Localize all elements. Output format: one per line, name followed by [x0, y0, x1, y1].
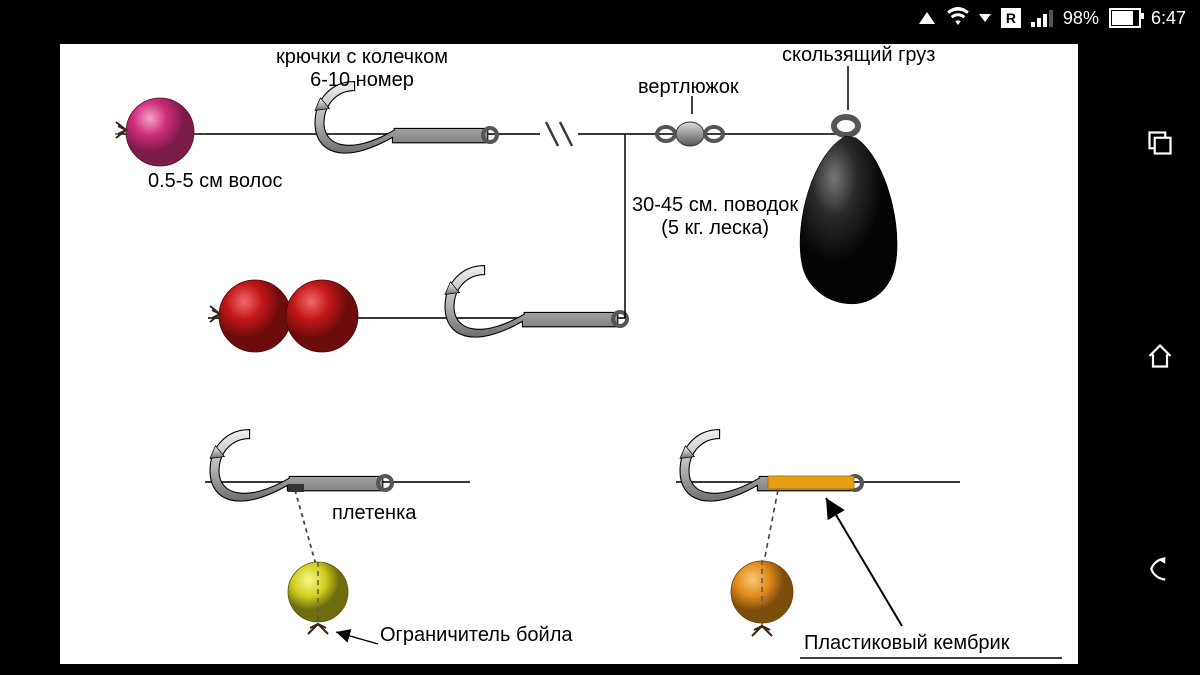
label-stopper: Ограничитель бойла	[380, 624, 573, 647]
dropdown-icon	[979, 14, 991, 22]
sliding-weight	[800, 136, 897, 304]
label-hook: крючки с колечком 6-10 номер	[276, 46, 448, 92]
roaming-badge: R	[1001, 8, 1021, 28]
home-icon[interactable]	[1146, 342, 1174, 370]
cambric	[768, 476, 854, 489]
boilie-pink	[126, 98, 194, 166]
battery-percent: 98%	[1063, 8, 1099, 29]
boilie-red-1	[219, 280, 291, 352]
label-weight: скользящий груз	[782, 44, 935, 67]
boilie-red-2	[286, 280, 358, 352]
battery-icon	[1109, 8, 1141, 28]
label-braid: плетенка	[332, 502, 416, 525]
label-cambric: Пластиковый кембрик	[804, 632, 1009, 655]
label-leader: 30-45 см. поводок (5 кг. леска)	[632, 194, 798, 240]
label-hair: 0.5-5 см волос	[148, 170, 283, 193]
recents-icon[interactable]	[1146, 129, 1174, 157]
label-swivel: вертлюжок	[638, 76, 739, 99]
wifi-icon	[947, 7, 969, 30]
rig-diagram	[60, 44, 1078, 664]
clock: 6:47	[1151, 8, 1186, 29]
device-screen: R 98% 6:47	[0, 0, 1200, 675]
status-bar: R 98% 6:47	[0, 0, 1200, 36]
weight-loop	[834, 117, 858, 135]
diagram-panel: крючки с колечком 6-10 номер скользящий …	[58, 42, 1080, 666]
signal-icon	[1031, 10, 1053, 27]
hook-1	[315, 82, 497, 153]
nav-bar	[1120, 36, 1200, 675]
indicator-icon	[919, 12, 935, 24]
hook-2	[445, 266, 627, 337]
hook-4	[680, 430, 862, 501]
back-icon[interactable]	[1146, 555, 1174, 583]
